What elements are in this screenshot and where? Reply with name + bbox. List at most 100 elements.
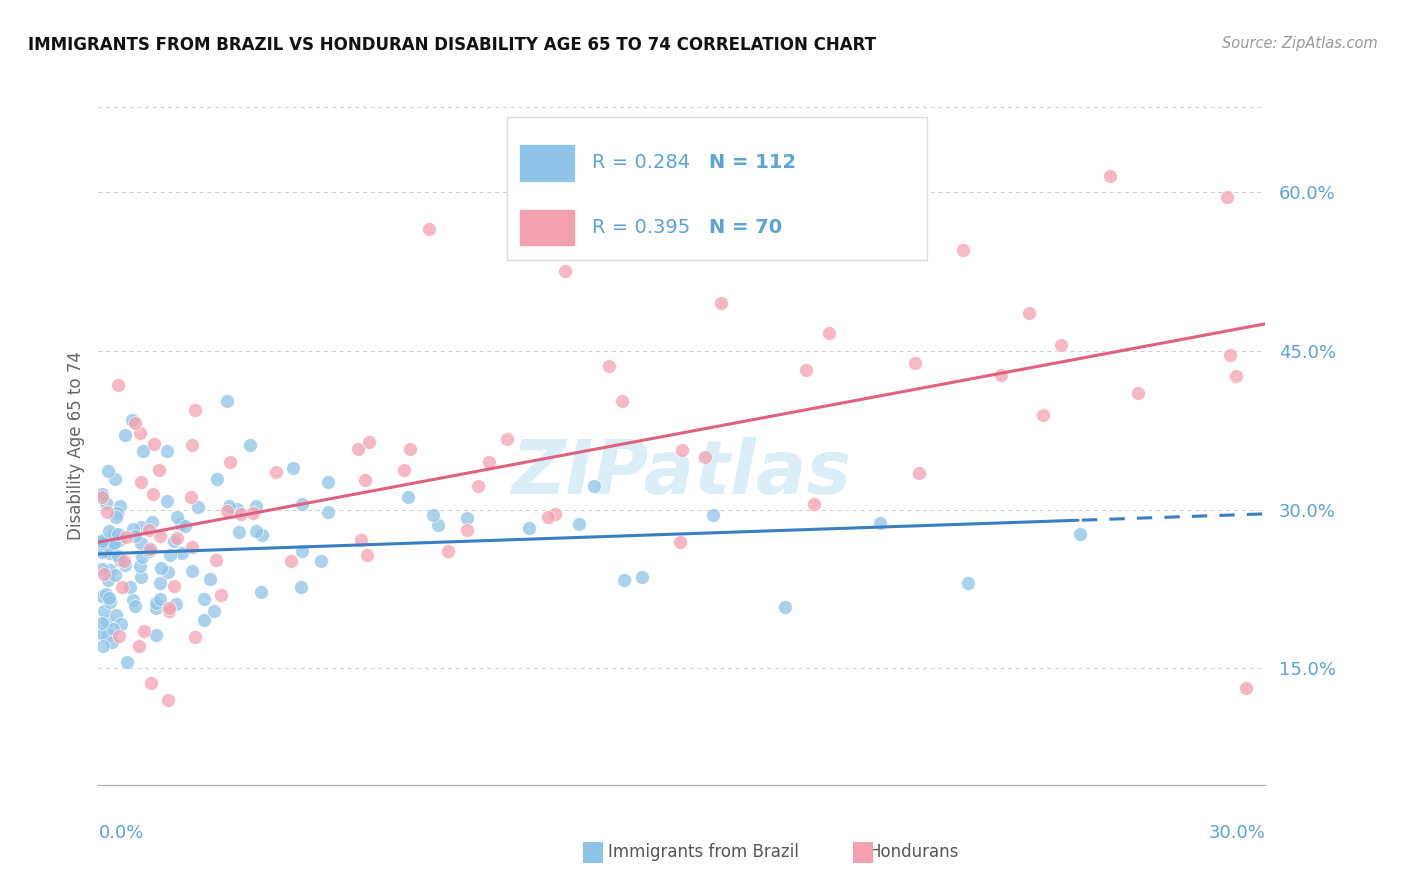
Point [803, 497, 825, 511]
Point [582, 479, 605, 493]
Point [775, 599, 797, 614]
Point [108, 553, 131, 567]
Point [187, 500, 209, 514]
Point [316, 504, 339, 518]
Point [145, 601, 167, 615]
Point [205, 553, 228, 567]
Bar [519, 145, 575, 182]
Text: Immigrants from Brazil: Immigrants from Brazil [607, 843, 799, 861]
Point [138, 523, 160, 537]
Point [291, 544, 314, 558]
Point [96, 505, 118, 519]
Point [108, 533, 131, 547]
Point [1050, 338, 1073, 352]
Point [496, 432, 519, 446]
Text: N = 70: N = 70 [709, 218, 782, 236]
Point [122, 592, 145, 607]
Point [437, 544, 460, 558]
Point [1126, 386, 1149, 401]
Point [165, 597, 187, 611]
Point [710, 296, 733, 310]
Point [357, 435, 380, 450]
Point [91, 533, 114, 548]
Point [517, 521, 540, 535]
Point [209, 588, 232, 602]
Point [392, 463, 415, 477]
Point [91, 544, 114, 558]
Y-axis label: Disability Age 65 to 74: Disability Age 65 to 74 [66, 351, 84, 541]
Point [91, 562, 114, 576]
Point [107, 378, 129, 392]
Point [156, 493, 179, 508]
Bar [519, 209, 575, 246]
Point [97, 546, 120, 560]
Point [157, 600, 180, 615]
Point [157, 565, 180, 579]
Point [478, 455, 501, 469]
Point [904, 356, 927, 370]
Point [97, 573, 120, 587]
Point [242, 506, 264, 520]
Point [105, 510, 128, 524]
Point [97, 524, 120, 538]
Text: R = 0.395: R = 0.395 [592, 218, 690, 236]
Point [264, 466, 287, 480]
Point [157, 693, 180, 707]
Point [418, 222, 440, 236]
Point [141, 515, 163, 529]
Point [103, 527, 125, 541]
Point [94, 541, 117, 555]
Point [159, 548, 181, 562]
Point [170, 546, 193, 560]
Point [396, 490, 419, 504]
Point [239, 438, 262, 452]
Point [121, 523, 143, 537]
Point [250, 528, 273, 542]
Point [229, 507, 252, 521]
Point [818, 326, 841, 340]
FancyBboxPatch shape [508, 117, 927, 260]
Point [93, 567, 115, 582]
Point [568, 517, 591, 532]
Point [163, 579, 186, 593]
Point [129, 475, 152, 490]
Point [107, 526, 129, 541]
Point [149, 529, 172, 543]
Point [142, 487, 165, 501]
Point [215, 394, 238, 409]
Point [149, 576, 172, 591]
Text: R = 0.284: R = 0.284 [592, 153, 690, 172]
Point [107, 549, 129, 563]
Point [1219, 347, 1241, 361]
Point [184, 630, 207, 644]
Point [128, 640, 150, 654]
Point [148, 463, 170, 477]
Point [124, 416, 146, 430]
Point [280, 554, 302, 568]
Point [91, 533, 114, 548]
Point [97, 591, 120, 606]
Point [554, 264, 576, 278]
Text: ZIPatlas: ZIPatlas [512, 436, 852, 509]
Point [96, 496, 118, 510]
Point [422, 508, 444, 522]
Point [115, 530, 138, 544]
Point [1098, 169, 1121, 183]
Point [290, 497, 312, 511]
Point [952, 243, 974, 257]
Point [316, 475, 339, 490]
Point [180, 540, 202, 554]
Point [131, 444, 153, 458]
Point [170, 517, 193, 532]
Point [91, 535, 114, 549]
Point [98, 563, 121, 577]
Point [107, 629, 129, 643]
Point [111, 580, 134, 594]
Point [103, 535, 125, 549]
Point [612, 393, 634, 408]
Point [456, 511, 478, 525]
Point [121, 413, 143, 427]
Point [166, 531, 188, 545]
Point [114, 428, 136, 442]
Point [163, 533, 186, 548]
